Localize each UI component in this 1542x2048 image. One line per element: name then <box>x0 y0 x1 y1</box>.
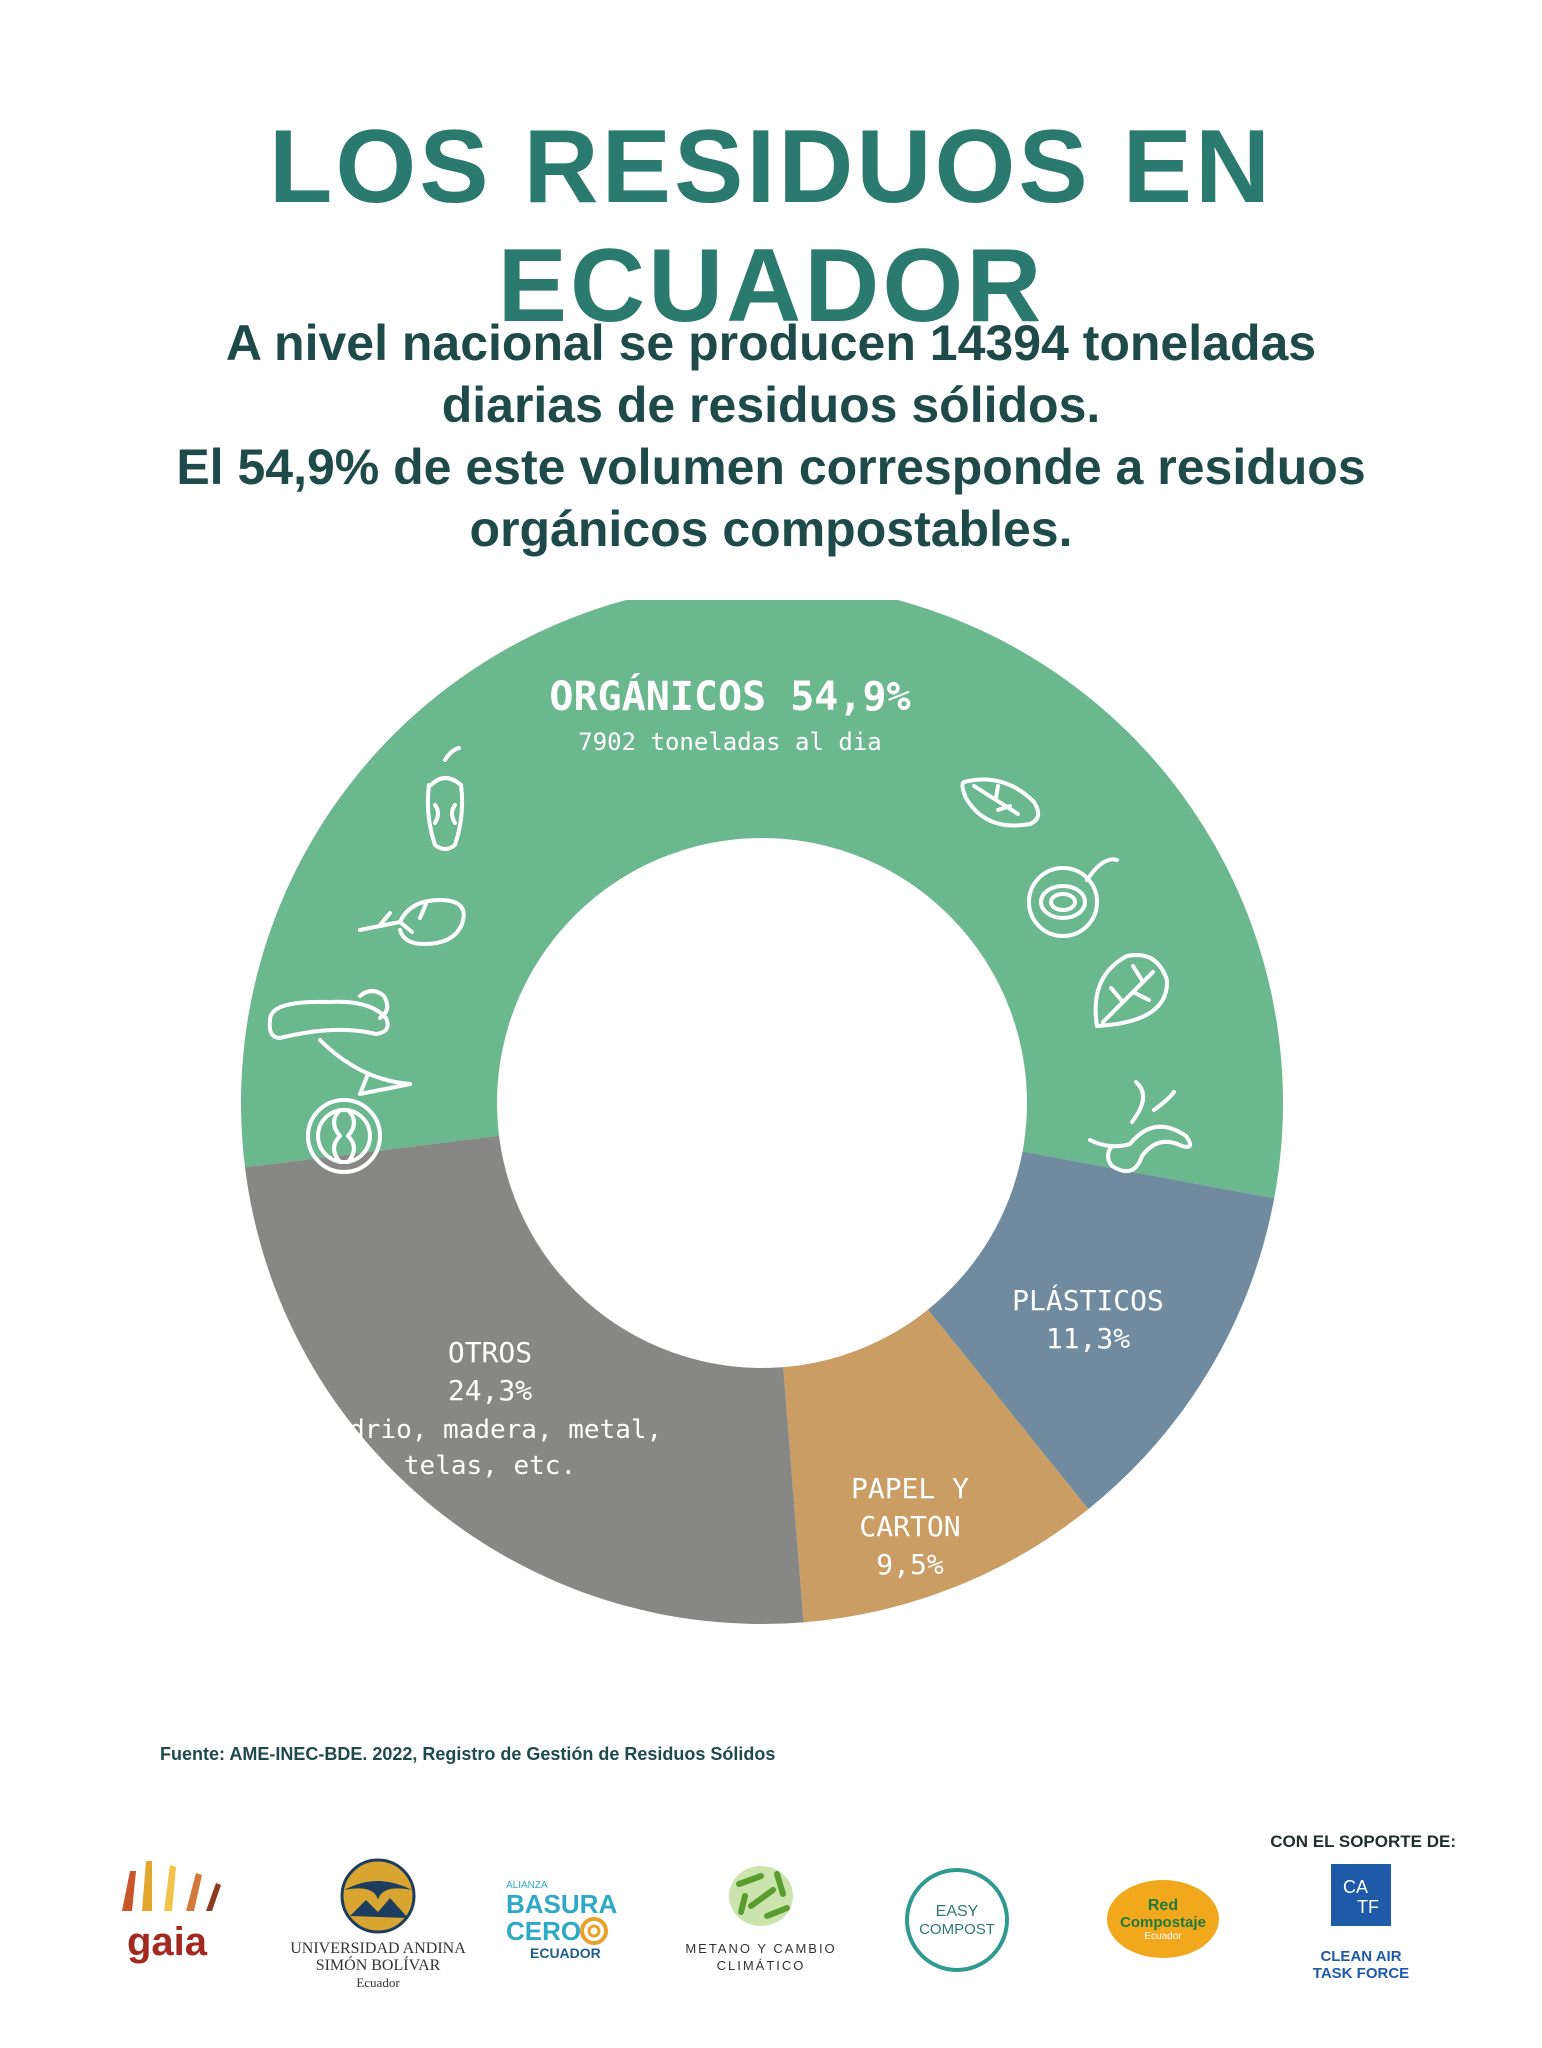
worm-icon <box>1088 1080 1193 1174</box>
organicos-label: ORGÁNICOS 54,9% <box>549 672 910 720</box>
page-title: LOS RESIDUOS EN ECUADOR <box>268 109 1274 344</box>
svg-text:CA: CA <box>1343 1877 1368 1897</box>
easy-line2: COMPOST <box>919 1920 995 1938</box>
intro-line: A nivel nacional se producen 14394 tonel… <box>225 315 1317 371</box>
bc-line3: ECUADOR <box>530 1945 601 1961</box>
plasticos-label: PLÁSTICOS <box>1012 1283 1164 1317</box>
gaia-logo[interactable]: gaia <box>112 1856 222 2016</box>
intro-line: El 54,9% de este volumen corresponde a r… <box>176 439 1366 495</box>
hands-icon <box>122 1861 221 1911</box>
easy-line1: EASY <box>935 1902 979 1920</box>
bc-top: ALIANZA <box>506 1880 548 1891</box>
otros-label: OTROS <box>448 1336 532 1369</box>
leaf-icon <box>358 898 466 946</box>
svg-text:TF: TF <box>1357 1897 1379 1917</box>
uasb-line3: Ecuador <box>356 1975 400 1990</box>
intro-line: orgánicos compostables. <box>469 501 1073 557</box>
donut-slice-pl-sticos <box>927 1151 1275 1510</box>
donut-slice-papel-y-carton <box>783 1309 1089 1623</box>
papel-label-2: CARTON <box>859 1510 960 1543</box>
onion-icon <box>1027 857 1119 938</box>
catf-logo[interactable]: CA TF CLEAN AIR TASK FORCE <box>1296 1856 1426 2016</box>
gaia-wordmark: gaia <box>126 1920 208 1964</box>
papel-label: PAPEL Y <box>851 1472 969 1505</box>
easy-compost-logo[interactable]: EASY COMPOST <box>902 1856 1012 2016</box>
plasticos-pct-label: 11,3% <box>1046 1322 1130 1355</box>
support-label: CON EL SOPORTE DE: <box>1270 1832 1456 1851</box>
red-line3: Ecuador <box>1144 1930 1182 1942</box>
red-compostaje-logo[interactable]: Red Compostaje Ecuador <box>1098 1856 1228 2016</box>
uasb-line2: SIMÓN BOLÍVAR <box>315 1957 441 1974</box>
uasb-logo[interactable]: UNIVERSIDAD ANDINA SIMÓN BOLÍVAR Ecuador <box>278 1856 478 2016</box>
uasb-line1: UNIVERSIDAD ANDINA <box>290 1940 466 1957</box>
red-line2: Compostaje <box>1120 1913 1206 1931</box>
sponsor-logos: gaia UNIVERSIDAD ANDINA SIMÓN BOLÍVAR Ec… <box>0 1856 1542 2016</box>
citrus-icon <box>306 1098 382 1174</box>
metano-logo[interactable]: METANO Y CAMBIO CLIMÁTICO <box>676 1856 846 2016</box>
condor-seal-icon <box>340 1858 416 1934</box>
intro-text: A nivel nacional se producen 14394 tonel… <box>120 312 1422 560</box>
papel-pct-label: 9,5% <box>876 1548 944 1581</box>
otros-sublabel: Vidrio, madera, metal, <box>318 1415 662 1445</box>
metano-line2: CLIMÁTICO <box>716 1958 806 1973</box>
bc-line2: CERO <box>506 1916 582 1946</box>
organicos-tonnage-label: 7902 toneladas al dia <box>578 728 881 756</box>
carrot-icon <box>267 989 412 1096</box>
linden-leaf-icon <box>1093 953 1170 1028</box>
apple-core-icon <box>425 746 465 851</box>
donut-slice-otros <box>244 1135 804 1624</box>
otros-pct-label: 24,3% <box>448 1374 532 1407</box>
metano-line1: METANO Y CAMBIO <box>685 1941 837 1956</box>
bacteria-icon <box>729 1866 793 1926</box>
intro-line: diarias de residuos sólidos. <box>441 377 1101 433</box>
otros-sublabel-2: telas, etc. <box>404 1451 576 1481</box>
spiral-icon <box>580 1917 608 1945</box>
waste-donut-chart: ORGÁNICOS 54,9% 7902 toneladas al dia PLÁS… <box>241 600 1283 1624</box>
basura-cero-logo[interactable]: ALIANZA BASURA CERO ECUADOR <box>506 1856 636 2016</box>
catf-line2: TASK FORCE <box>1312 1965 1410 1982</box>
catf-square-icon: CA TF <box>1331 1864 1391 1926</box>
catf-line1: CLEAN AIR <box>1320 1948 1402 1965</box>
bc-line1: BASURA <box>506 1889 618 1919</box>
sprout-icon <box>960 777 1041 828</box>
donut-slice-org-nicos <box>241 600 1283 1199</box>
source-note: Fuente: AME-INEC-BDE. 2022, Registro de … <box>160 1744 776 1764</box>
red-line1: Red <box>1147 1896 1179 1914</box>
